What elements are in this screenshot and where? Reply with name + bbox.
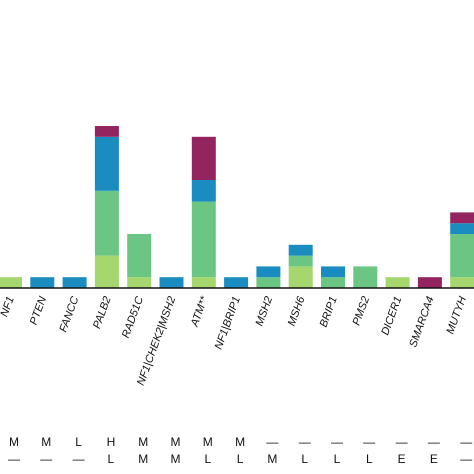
- x-tick-label: DICER1: [379, 295, 404, 337]
- bar-segment-1-6: [191, 277, 216, 288]
- x-tick-label: FANCC: [57, 295, 81, 334]
- bar-segment-2-8: [256, 277, 281, 288]
- row1-cell: M: [41, 435, 51, 449]
- bar-segment-2-14: [450, 234, 474, 278]
- x-tick-label: PALB2: [91, 295, 114, 331]
- bar-segment-1-3: [94, 255, 119, 288]
- bar-segment-2-4: [127, 234, 152, 278]
- row2-cell: L: [301, 452, 308, 466]
- bar-segment-1-9: [288, 266, 313, 288]
- row2-cell: M: [138, 452, 148, 466]
- bar-segment-2-10: [321, 277, 345, 288]
- x-tick-label: NF1|BRIP1: [213, 295, 243, 351]
- bar-segment-4-14: [450, 212, 474, 224]
- bar-group: [0, 126, 474, 288]
- x-tick-label: NF1: [0, 295, 17, 319]
- row1-cell: M: [235, 435, 245, 449]
- row2-cell: —: [40, 452, 52, 466]
- category-rows: M M L H M M M M — — — — — — —— — — L M M L L M L L L E E —: [8, 435, 472, 466]
- row1-cell: —: [428, 435, 440, 449]
- row1-cell: —: [396, 435, 408, 449]
- bar-segment-3-14: [450, 223, 474, 234]
- row2-cell: M: [171, 452, 181, 466]
- bar-segment-4-3: [94, 126, 119, 137]
- x-tick-label: RAD51C: [120, 295, 146, 340]
- x-tick-label: PMS2: [351, 295, 373, 327]
- x-tick-label: BRIP1: [318, 295, 340, 329]
- row2-cell: L: [366, 452, 373, 466]
- x-tick-label: MSH2: [253, 295, 275, 328]
- bar-segment-1-14: [450, 277, 474, 288]
- row2-cell: M: [267, 452, 277, 466]
- x-tick-label: ATM**: [188, 294, 210, 329]
- row1-cell: L: [75, 435, 82, 449]
- row2-cell: E: [398, 452, 406, 466]
- row1-cell: H: [107, 435, 116, 449]
- row1-cell: —: [363, 435, 375, 449]
- bar-segment-2-6: [191, 201, 216, 278]
- row1-cell: —: [266, 435, 278, 449]
- row2-cell: L: [204, 452, 211, 466]
- x-tick-label: PTEN: [28, 295, 49, 327]
- bar-segment-3-5: [159, 277, 184, 288]
- bar-segment-4-13: [417, 277, 442, 288]
- bar-segment-3-9: [288, 244, 313, 256]
- row2-cell: —: [73, 452, 85, 466]
- row2-cell: L: [108, 452, 115, 466]
- row2-cell: L: [237, 452, 244, 466]
- x-tick-label: MUTYH: [444, 295, 469, 336]
- bar-segment-3-1: [30, 277, 55, 288]
- row1-cell: M: [138, 435, 148, 449]
- bar-segment-2-11: [353, 266, 378, 288]
- bar-segment-3-6: [191, 180, 216, 202]
- row1-cell: —: [299, 435, 311, 449]
- row2-cell: —: [8, 452, 20, 466]
- bar-segment-3-7: [224, 277, 249, 288]
- bar-segment-3-8: [256, 266, 281, 278]
- bar-segment-2-9: [288, 255, 313, 267]
- bar-segment-1-4: [127, 277, 152, 288]
- bar-segment-3-10: [321, 266, 345, 278]
- row2-cell: L: [334, 452, 341, 466]
- x-tick-label: SMARCA4: [407, 295, 436, 349]
- row1-cell: M: [9, 435, 19, 449]
- row1-cell: M: [171, 435, 181, 449]
- row2-cell: E: [430, 452, 438, 466]
- row1-cell: —: [331, 435, 343, 449]
- x-tick-label: MSH6: [286, 294, 308, 328]
- row1-cell: M: [203, 435, 213, 449]
- row1-cell: —: [460, 435, 472, 449]
- row2-cell: —: [460, 452, 472, 466]
- bar-segment-1-0: [0, 277, 22, 288]
- bar-segment-4-6: [191, 136, 216, 180]
- bar-segment-3-3: [94, 136, 119, 191]
- bar-segment-2-3: [94, 190, 119, 256]
- bar-segment-1-12: [385, 277, 410, 288]
- bar-segment-3-2: [62, 277, 87, 288]
